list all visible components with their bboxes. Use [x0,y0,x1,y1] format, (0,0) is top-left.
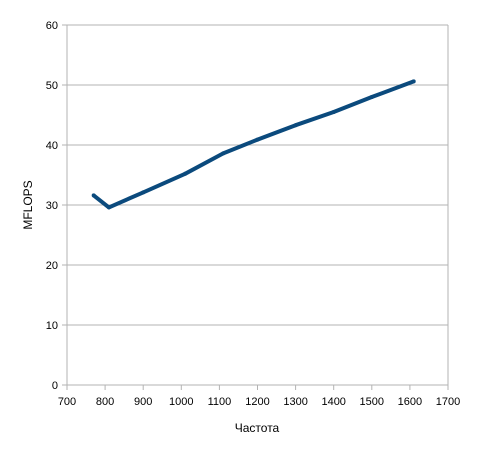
data-point [411,79,416,84]
x-tick-label: 1300 [283,396,307,408]
x-tick-label: 1100 [208,396,232,408]
data-point [221,151,226,156]
data-point [331,110,336,114]
series-layer [91,79,416,210]
x-tick-label: 1600 [398,396,422,408]
plot-frame [66,25,449,386]
x-tick-label: 1000 [169,396,193,408]
x-tick-label: 1700 [436,396,460,408]
x-tick-label: 1200 [245,396,269,408]
y-tick-label: 30 [46,200,58,212]
x-tick-labels: 700 800 900 1000 1100 1200 1300 1400 1500 1600 170… [58,396,460,408]
x-tick-label: 700 [58,396,76,408]
y-tick-label: 10 [46,320,58,332]
y-tick-label: 50 [46,80,58,92]
x-tick-label: 900 [134,396,152,408]
x-tick-label: 800 [96,396,114,408]
x-tick-label: 1500 [360,396,384,408]
x-tick-label: 1400 [321,396,345,408]
y-tick-label: 20 [46,260,58,272]
data-point [369,95,374,99]
data-point [91,193,96,198]
y-tick-label: 0 [52,380,58,392]
y-tick-label: 40 [46,140,58,152]
data-point [183,171,188,176]
grid-lines [62,24,449,390]
y-axis-title: MFLOPS [21,180,35,229]
series-line [92,79,415,210]
y-tick-labels: 0 10 20 30 40 50 60 [46,20,58,392]
data-point [141,190,146,195]
data-point [255,137,260,142]
x-axis-title: Частота [235,421,280,435]
y-tick-label: 60 [46,20,58,32]
data-point [106,205,111,210]
data-point [293,123,298,128]
